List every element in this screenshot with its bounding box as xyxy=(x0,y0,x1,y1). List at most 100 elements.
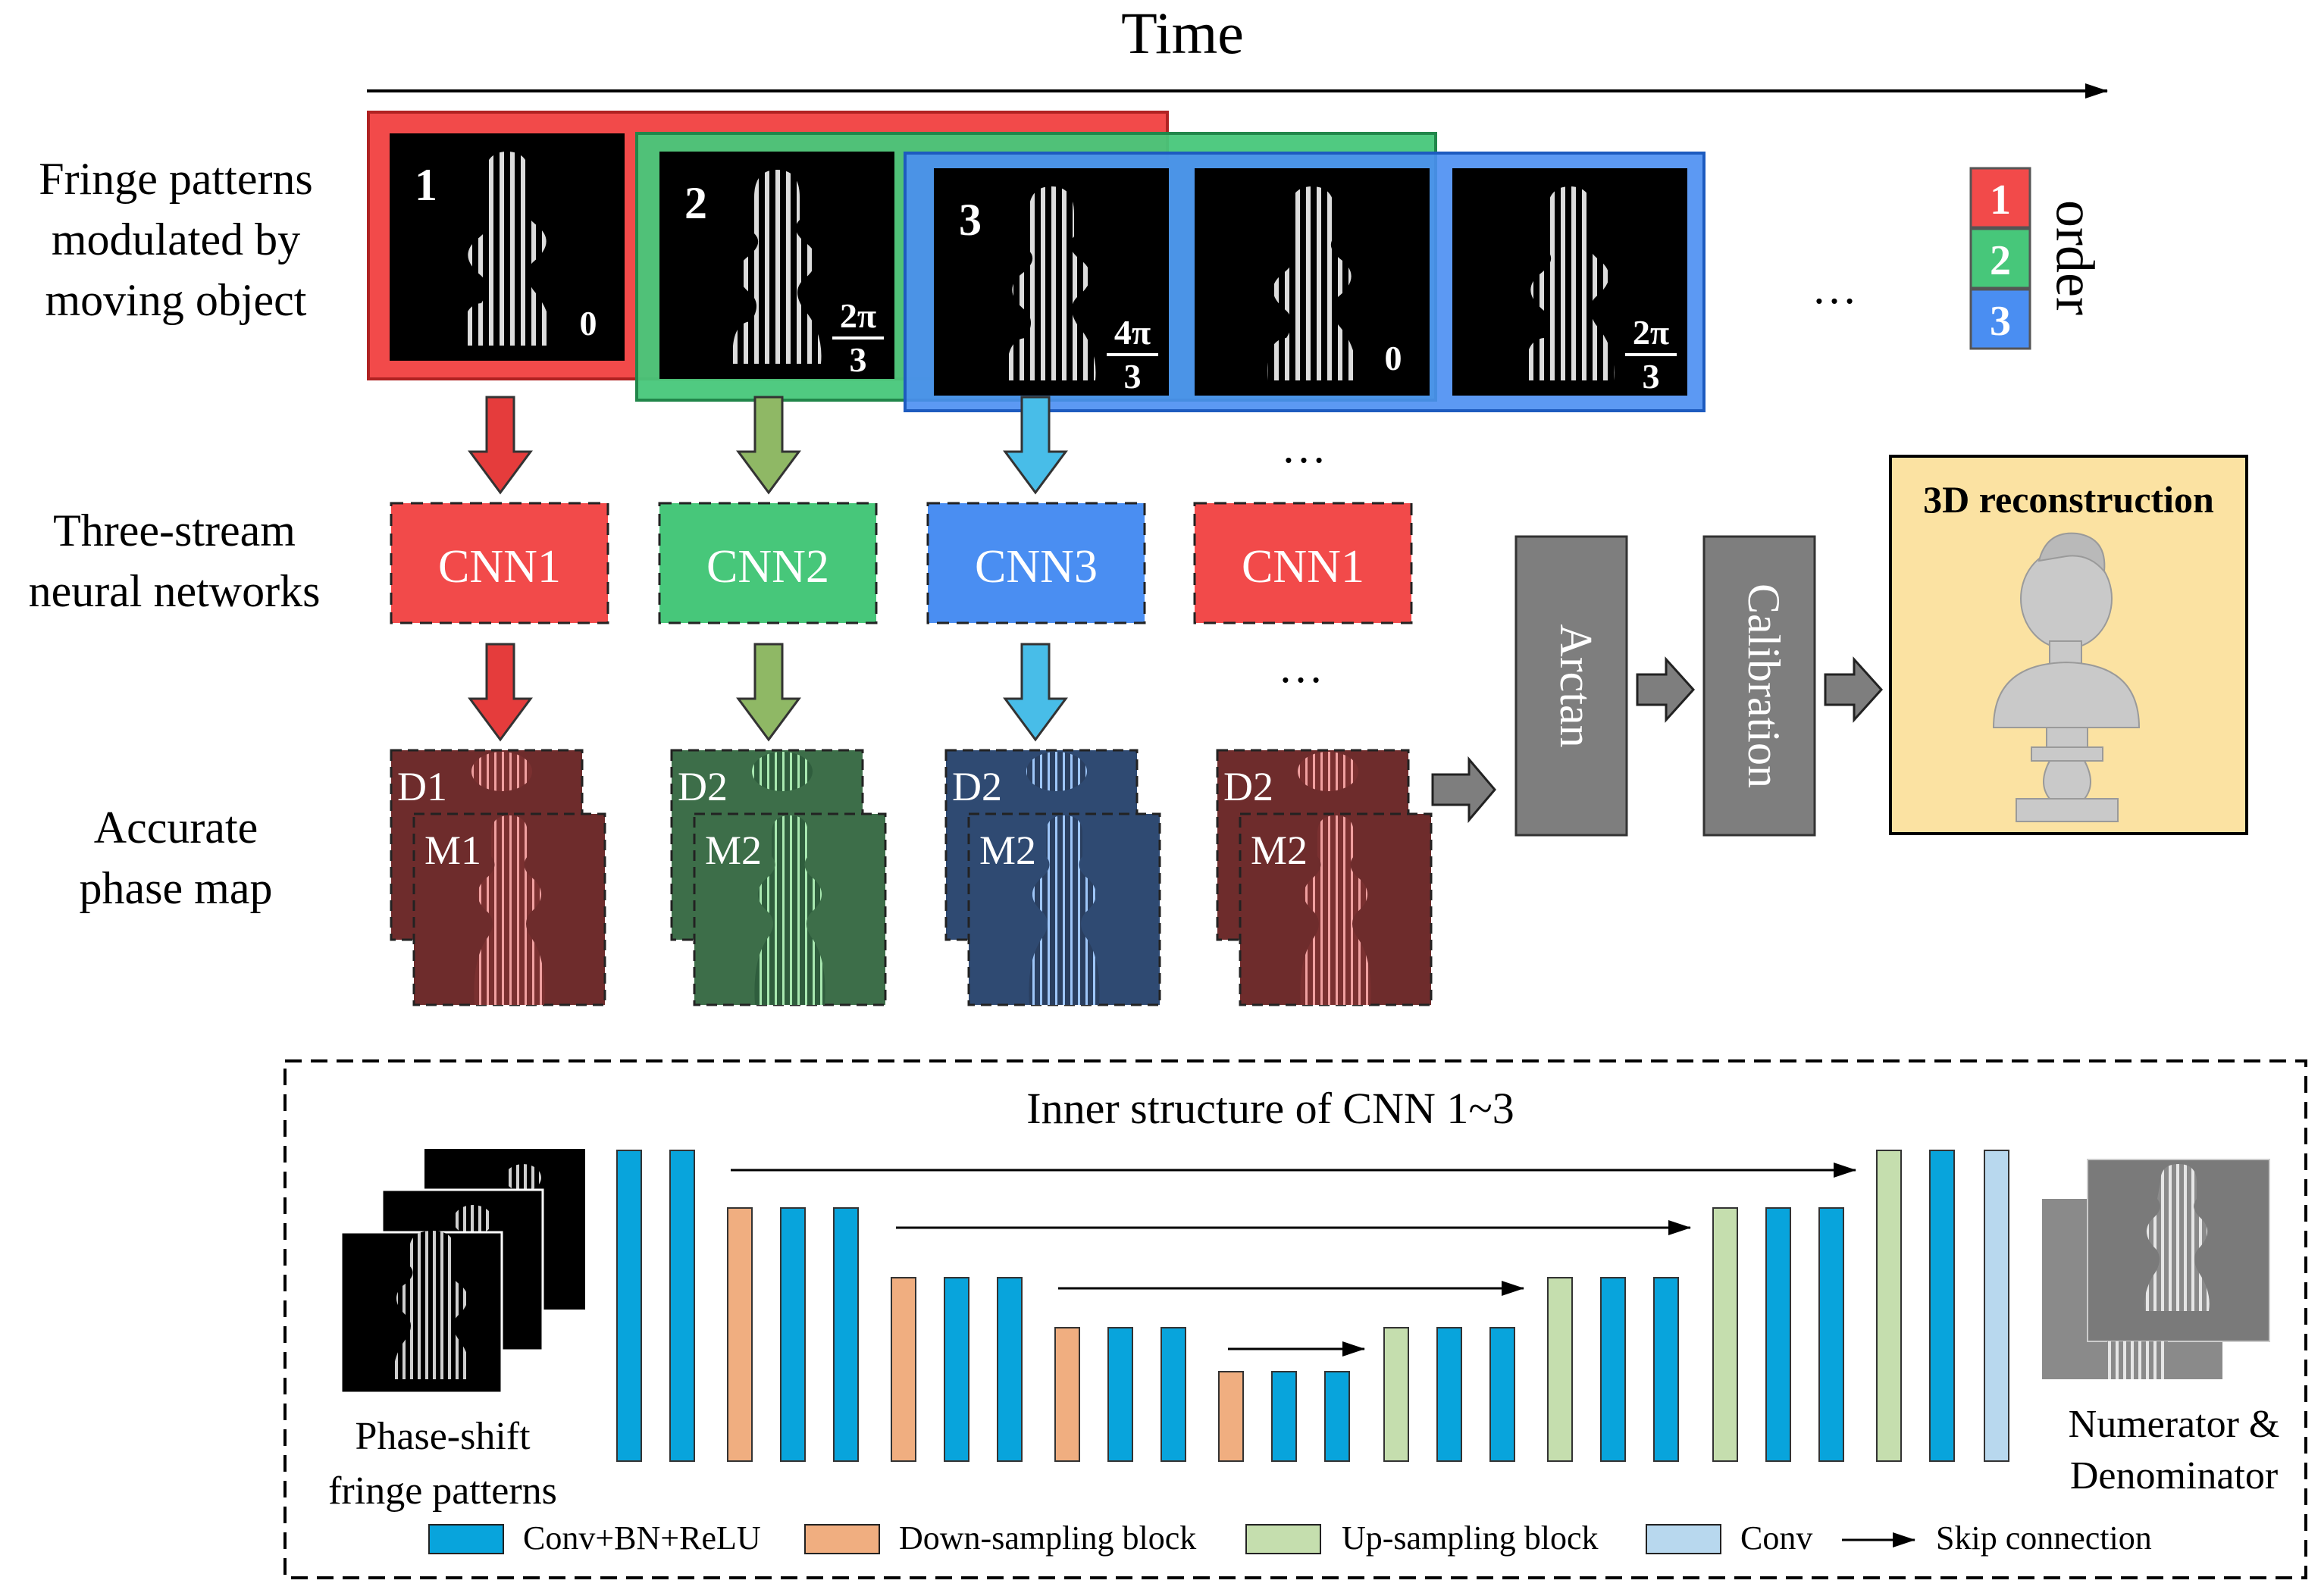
down-sampling-layer xyxy=(1054,1327,1080,1462)
cnn-box-3: CNN3 xyxy=(926,502,1146,624)
arrow-to-calibration xyxy=(1636,656,1696,723)
frame-index: 3 xyxy=(959,195,982,245)
legend-conv-label: Conv xyxy=(1740,1519,1812,1557)
calibration-block xyxy=(1702,535,1816,837)
order-legend: 1 2 3 order xyxy=(1969,167,2105,350)
cnn-label: CNN3 xyxy=(975,541,1098,593)
conv-bn-relu-layer xyxy=(1818,1207,1844,1462)
phase-map-m-label: M2 xyxy=(1251,828,1308,873)
cnn-label: CNN2 xyxy=(706,541,829,593)
time-axis: Time xyxy=(367,0,2108,99)
conv-bn-relu-layer xyxy=(1160,1327,1186,1462)
calibration-label: Calibration xyxy=(1739,584,1789,788)
cnn-row-ellipsis: … xyxy=(1281,422,1327,472)
arrow-frame-to-cnn-2 xyxy=(736,396,801,495)
order-item-1-box xyxy=(1969,167,2031,229)
cnn-box-4: CNN1 xyxy=(1193,502,1413,624)
conv-bn-relu-layer xyxy=(1765,1207,1791,1462)
phase-row-ellipsis: … xyxy=(1278,642,1323,692)
pipeline: Arctan Calibration 3D reconstruction xyxy=(1431,455,2248,837)
phase-map-d-label: D2 xyxy=(1223,764,1273,809)
conv-bn-relu-layer xyxy=(1653,1277,1679,1462)
phase-shift-value: 0 xyxy=(580,304,597,343)
reconstruction-title: 3D reconstruction xyxy=(1923,478,2214,521)
phase-shift-denominator: 3 xyxy=(850,340,867,379)
up-sampling-layer xyxy=(1547,1277,1573,1462)
up-sampling-layer xyxy=(1712,1207,1738,1462)
frame-index: 2 xyxy=(684,178,707,228)
conv-bn-relu-layer xyxy=(1107,1327,1133,1462)
skip-connections xyxy=(731,1163,1856,1357)
up-sampling-layer xyxy=(1383,1327,1409,1462)
phase-shift-numerator: 2π xyxy=(840,296,876,335)
conv-bn-relu-layer xyxy=(1929,1150,1955,1462)
legend-down-swatch xyxy=(804,1524,880,1554)
row-label-networks-line1: Three-stream xyxy=(53,505,296,555)
phase-shift-numerator: 2π xyxy=(1633,313,1669,352)
legend-skip-label: Skip connection xyxy=(1936,1519,2152,1557)
legend-down-label: Down-sampling block xyxy=(899,1519,1196,1557)
phase-map-m-label: M2 xyxy=(705,828,762,873)
row-label-fringe: Fringe patterns modulated by moving obje… xyxy=(39,154,313,325)
phase-shift-numerator: 4π xyxy=(1114,313,1151,352)
order-item-2-box xyxy=(1969,227,2031,289)
arrow-cnn-to-phase-2 xyxy=(736,643,801,742)
arctan-label: Arctan xyxy=(1551,624,1601,747)
down-sampling-layer xyxy=(1218,1371,1244,1462)
output-label-line2: Denominator xyxy=(2070,1454,2278,1497)
order-item-1: 1 xyxy=(1990,177,2011,224)
legend-conv-swatch xyxy=(1646,1524,1721,1554)
row-label-phase: Accurate phase map xyxy=(80,803,273,913)
arrow-to-reconstruction xyxy=(1824,656,1884,723)
legend-up-swatch xyxy=(1245,1524,1321,1554)
phase-shift-denominator: 3 xyxy=(1124,357,1142,396)
conv-bn-relu-layer xyxy=(1600,1277,1626,1462)
phase-map-m-label: M2 xyxy=(979,828,1036,873)
fringe-frame-3: 3 4π 3 xyxy=(934,168,1169,396)
block-legend: Conv+BN+ReLU Down-sampling block Up-samp… xyxy=(428,1519,2152,1557)
frames-ellipsis: … xyxy=(1812,263,1857,313)
row-label-fringe-line3: moving object xyxy=(45,275,307,325)
legend-conv-bn-relu-swatch xyxy=(428,1524,504,1554)
phase-shift-denominator: 3 xyxy=(1643,357,1660,396)
conv-bn-relu-layer xyxy=(1489,1327,1515,1462)
time-label: Time xyxy=(1121,0,1244,66)
cnn-label: CNN1 xyxy=(1242,541,1364,593)
order-item-2: 2 xyxy=(1990,237,2011,284)
arrow-frame-to-cnn-1 xyxy=(468,396,533,495)
down-sampling-layer xyxy=(727,1207,753,1462)
arctan-block xyxy=(1514,535,1628,837)
inner-structure-panel xyxy=(283,1059,2307,1579)
fringe-frame-2: 2 2π 3 xyxy=(659,152,894,379)
row-label-networks: Three-stream neural networks xyxy=(29,505,321,616)
frame-index: 1 xyxy=(415,160,437,210)
order-item-3: 3 xyxy=(1990,298,2011,345)
conv-bn-relu-layer xyxy=(780,1207,806,1462)
up-sampling-layer xyxy=(1876,1150,1902,1462)
arrow-frame-to-cnn-3 xyxy=(1003,396,1068,495)
row-label-networks-line2: neural networks xyxy=(29,566,321,616)
cnn-box-2: CNN2 xyxy=(658,502,878,624)
arrow-cnn-to-phase-3 xyxy=(1003,643,1068,742)
conv-bn-relu-layer xyxy=(616,1150,642,1462)
arrow-to-arctan xyxy=(1431,756,1496,824)
input-stack xyxy=(340,1149,585,1394)
inner-structure-title: Inner structure of CNN 1~3 xyxy=(1026,1084,1514,1133)
order-label: order xyxy=(2044,200,2105,315)
conv-bn-relu-layer xyxy=(669,1150,695,1462)
row-label-phase-line2: phase map xyxy=(80,863,273,913)
phase-shift-value: 0 xyxy=(1385,339,1402,377)
down-sampling-layer xyxy=(891,1277,916,1462)
fringe-frame-5: 2π3 xyxy=(1452,168,1687,396)
phase-map-d-label: D1 xyxy=(397,764,447,809)
order-item-3-box xyxy=(1969,288,2031,350)
output-stack xyxy=(2042,1159,2270,1379)
arrow-cnn-to-phase-1 xyxy=(468,643,533,742)
conv-bn-relu-layer xyxy=(944,1277,969,1462)
conv-bn-relu-layer xyxy=(833,1207,859,1462)
input-label-line1: Phase-shift xyxy=(355,1415,531,1458)
output-label-line1: Numerator & xyxy=(2069,1403,2280,1446)
